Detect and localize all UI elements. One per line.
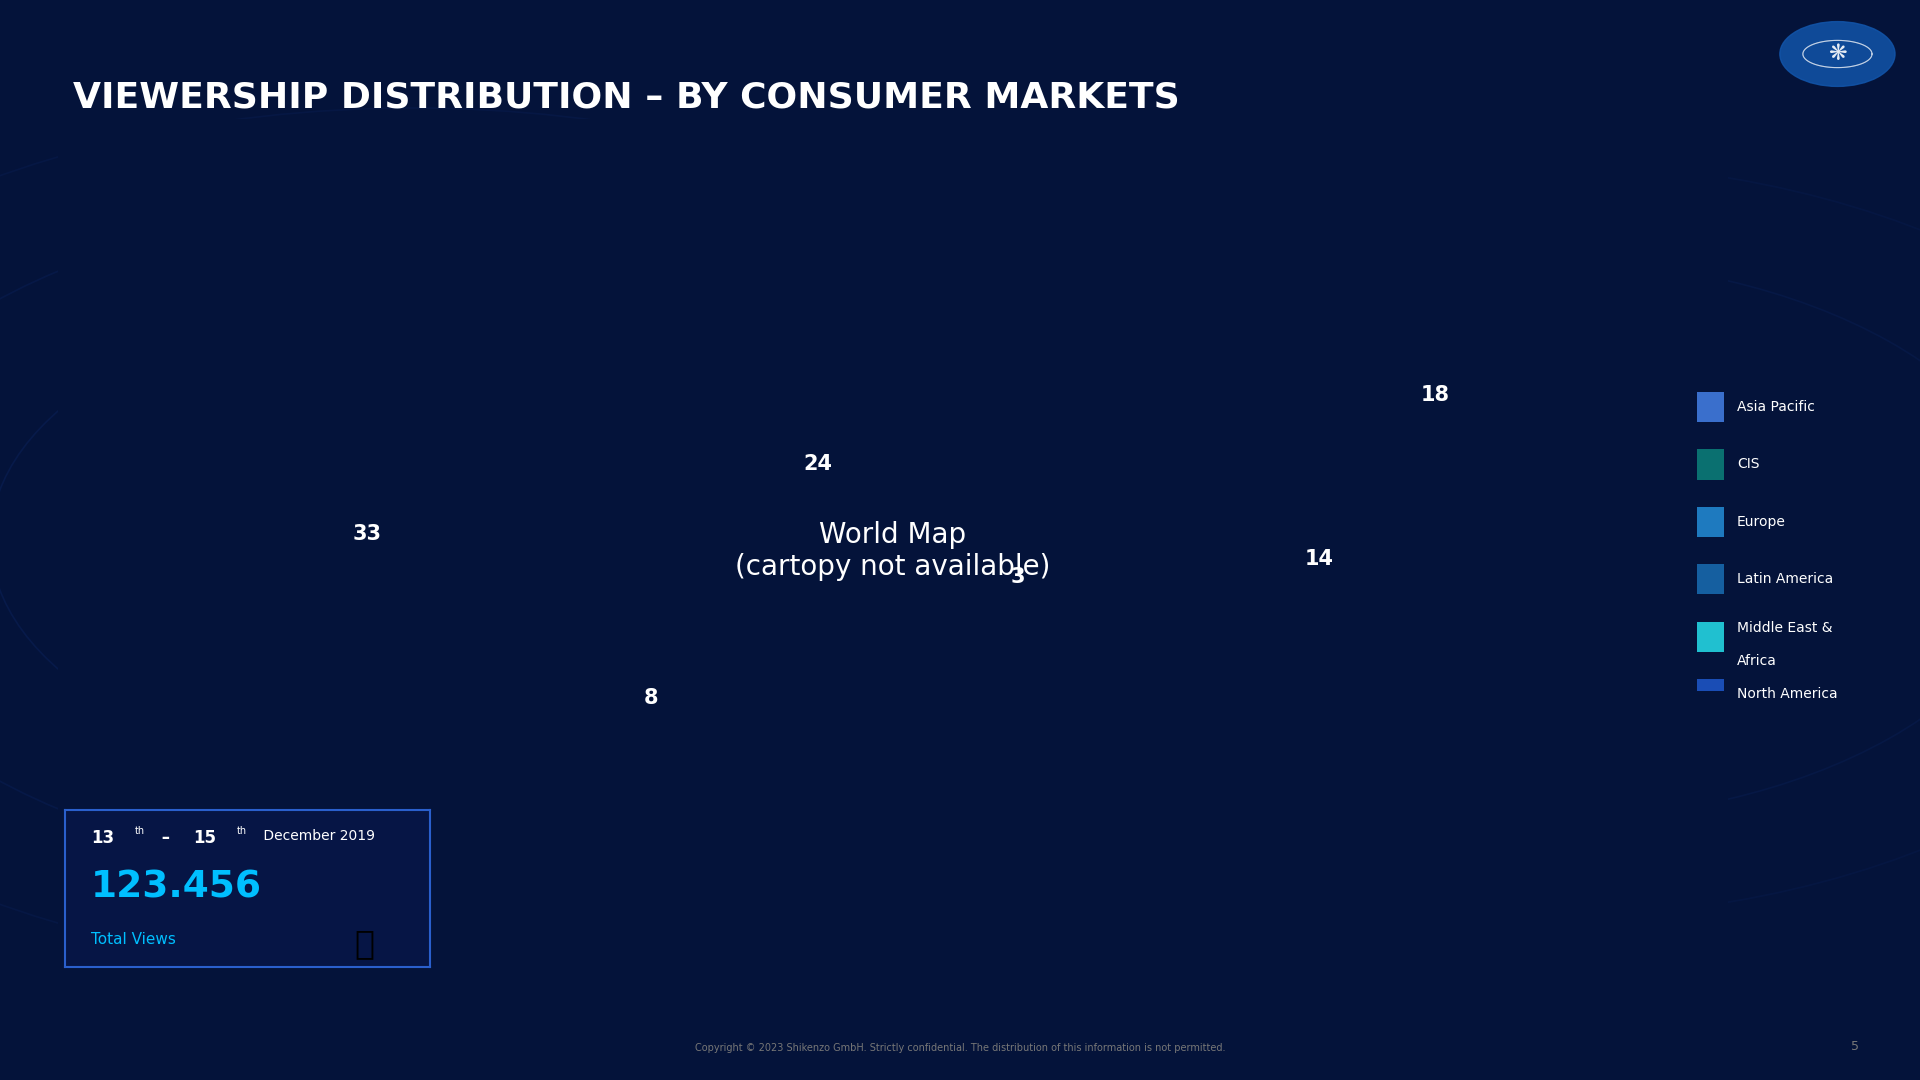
Text: Africa: Africa <box>1738 654 1776 667</box>
Text: 15: 15 <box>192 828 215 847</box>
Text: Total Views: Total Views <box>90 932 177 947</box>
FancyBboxPatch shape <box>1697 507 1724 537</box>
Text: 3: 3 <box>1010 567 1025 586</box>
FancyBboxPatch shape <box>1697 622 1724 652</box>
Text: th: th <box>134 825 144 836</box>
FancyBboxPatch shape <box>1697 392 1724 422</box>
Text: –: – <box>156 828 177 847</box>
Text: 24: 24 <box>803 455 831 474</box>
Text: Asia Pacific: Asia Pacific <box>1738 400 1814 414</box>
FancyBboxPatch shape <box>1697 564 1724 594</box>
Text: Middle East &: Middle East & <box>1738 621 1832 635</box>
Text: 8: 8 <box>643 688 659 707</box>
Text: th: th <box>236 825 248 836</box>
Text: 18: 18 <box>1421 386 1450 405</box>
Text: 33: 33 <box>351 524 382 543</box>
Text: December 2019: December 2019 <box>259 828 374 842</box>
Text: 👥: 👥 <box>355 928 374 960</box>
FancyBboxPatch shape <box>1697 449 1724 480</box>
Text: 13: 13 <box>90 828 113 847</box>
Text: ❋: ❋ <box>1828 44 1847 64</box>
Text: Copyright © 2023 Shikenzo GmbH. Strictly confidential. The distribution of this : Copyright © 2023 Shikenzo GmbH. Strictly… <box>695 1043 1225 1053</box>
Text: Latin America: Latin America <box>1738 572 1834 586</box>
Text: 123.456: 123.456 <box>90 869 261 905</box>
Circle shape <box>1780 22 1895 86</box>
Text: North America: North America <box>1738 687 1837 701</box>
Text: CIS: CIS <box>1738 458 1759 471</box>
Text: VIEWERSHIP DISTRIBUTION – BY CONSUMER MARKETS: VIEWERSHIP DISTRIBUTION – BY CONSUMER MA… <box>73 81 1179 114</box>
Text: World Map
(cartopy not available): World Map (cartopy not available) <box>735 521 1050 581</box>
Text: 5: 5 <box>1851 1040 1859 1053</box>
Text: Europe: Europe <box>1738 515 1786 529</box>
Text: 14: 14 <box>1304 550 1332 569</box>
FancyBboxPatch shape <box>1697 679 1724 710</box>
